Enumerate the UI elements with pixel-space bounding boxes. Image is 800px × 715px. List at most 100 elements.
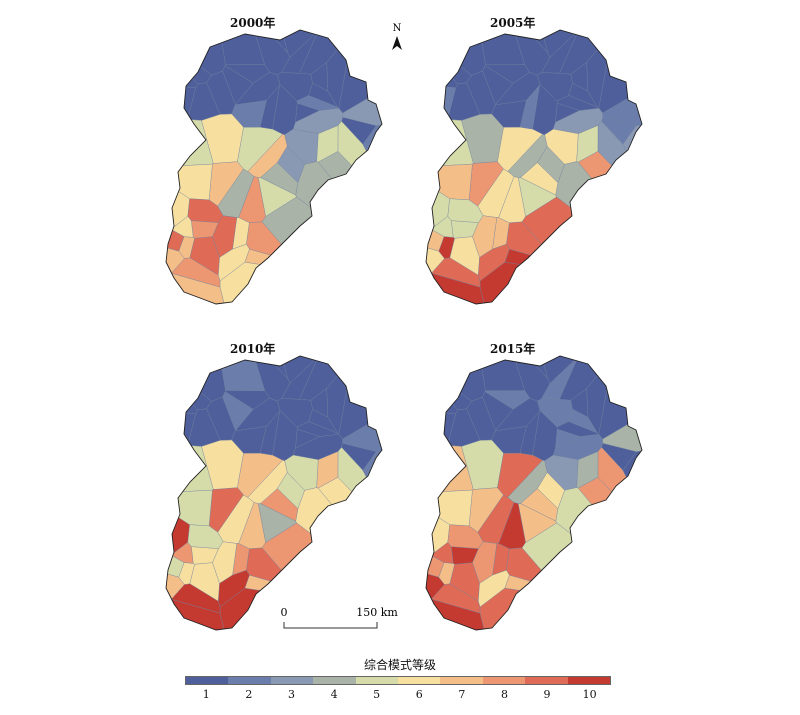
county-region [555,161,642,286]
county-region [478,569,510,608]
county-region [478,243,510,282]
region-outline [165,355,383,631]
county-region [246,356,288,379]
county-region [426,356,472,411]
legend-swatch-1 [186,677,229,684]
county-region [187,198,224,223]
county-region [296,421,339,437]
legend-swatch-5 [355,677,399,684]
county-region [577,151,642,280]
legend-label: 2 [245,688,253,701]
county-region [426,30,472,85]
county-region [507,134,548,178]
legend-swatch-8 [482,677,526,684]
legend-swatch-4 [313,677,356,684]
county-region [479,588,637,630]
county-region [426,82,456,128]
north-arrow-icon: N [392,23,402,50]
county-region [555,487,642,612]
legend-label: 3 [287,688,295,701]
county-region [570,388,588,418]
county-region [362,120,382,238]
county-region [247,134,288,178]
county-region [491,426,527,454]
county-region [556,421,599,437]
county-region [447,524,484,549]
county-region [166,356,212,411]
legend-swatch-6 [398,677,441,684]
county-region [426,356,486,402]
county-region [166,356,226,402]
map-panel-2000: 2000年 [150,12,410,312]
region-map [165,355,383,631]
region-map [165,29,383,305]
legend-swatch-7 [440,677,483,684]
county-region [231,100,267,128]
county-region [521,196,642,304]
legend-label: 5 [373,688,381,701]
county-region [577,477,642,606]
panel-title: 2000年 [230,16,276,30]
county-region [556,95,599,111]
county-region [447,198,484,223]
legend-label: 9 [543,688,551,701]
panel-title: 2010年 [230,342,276,356]
county-region [316,451,339,489]
legend-label: 4 [330,688,338,701]
scale-start-label: 0 [281,606,288,619]
county-region [166,30,212,85]
county-region [598,30,642,114]
county-region [576,451,599,489]
county-region [426,408,456,454]
county-region [426,30,459,88]
county-region [166,30,199,88]
county-region [310,62,328,92]
scale-bar: 0 150 km [281,606,398,629]
legend-label: 6 [415,688,423,701]
county-region [576,125,599,163]
region-map [425,355,643,631]
county-region [622,120,642,238]
legend-label: 8 [500,688,508,701]
county-region [296,95,339,111]
county-region [166,82,196,128]
legend-title: 综合模式等级 [363,658,436,672]
county-region [338,356,382,440]
county-region [261,196,382,304]
county-region [246,30,288,53]
panel-title: 2015年 [490,342,536,356]
county-region [166,30,226,76]
county-region [218,243,250,282]
county-region [570,62,588,92]
county-region [479,262,637,304]
panel-title: 2005年 [490,16,536,30]
map-panel-2010: 2010年 [150,338,410,638]
map-panel-2005: 2005年 [410,12,670,312]
legend-swatch-9 [525,677,568,684]
county-region [430,542,454,564]
county-region [187,524,224,549]
legend-color-bar [185,676,611,685]
county-region [316,125,339,163]
legend-label: 10 [582,688,597,701]
north-arrow-label: N [393,23,402,34]
county-region [218,569,250,608]
county-region [170,542,194,564]
scale-end-label: 150 km [356,606,398,619]
county-region [317,151,382,280]
legend-label: 1 [202,688,210,701]
county-region [622,446,642,564]
legend-swatch-2 [228,677,271,684]
county-region [295,487,382,612]
region-outline [165,29,383,305]
county-region [295,161,382,286]
region-outline [425,29,643,305]
region-outline [425,355,643,631]
county-region [166,408,196,454]
county-region [598,356,642,440]
county-region [430,216,454,238]
county-region [521,522,642,630]
county-region [170,216,194,238]
legend-swatch-3 [270,677,314,684]
map-panel-2015: 2015年 [410,338,670,638]
